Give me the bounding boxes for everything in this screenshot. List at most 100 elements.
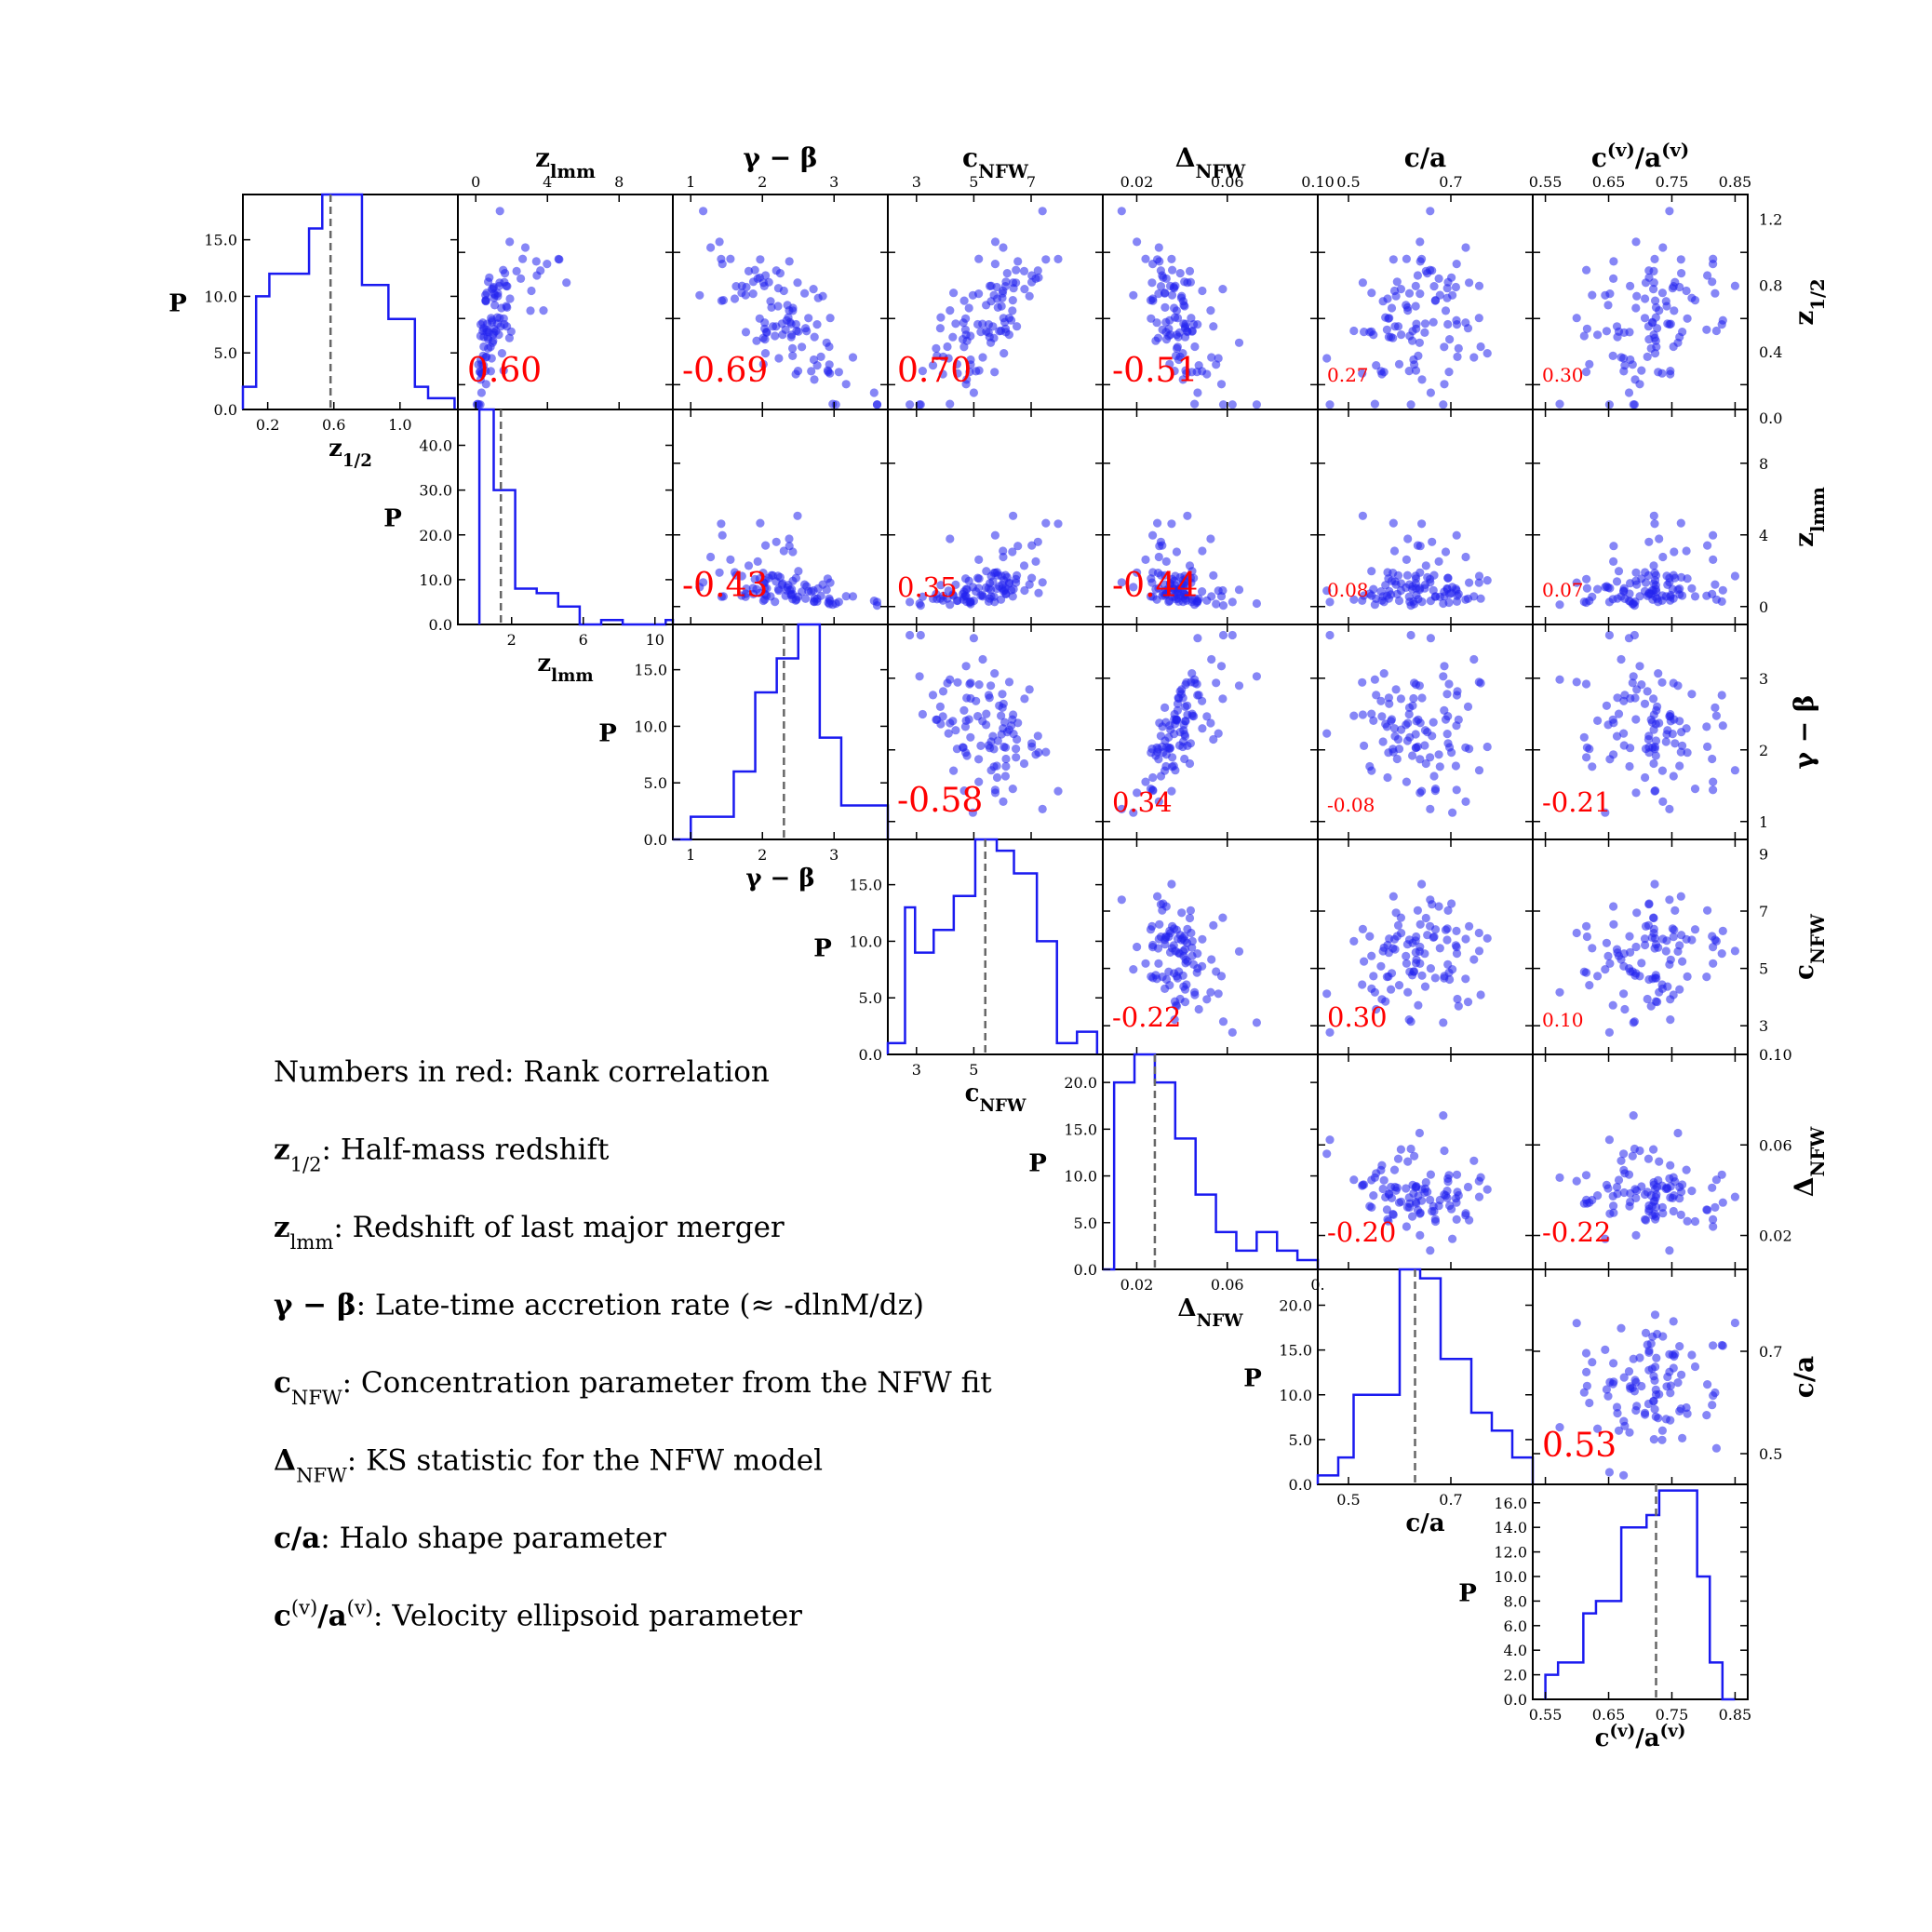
scatter-point	[1382, 1205, 1391, 1214]
scatter-point	[1626, 579, 1635, 588]
scatter-point	[1708, 754, 1717, 764]
scatter-point	[1369, 716, 1378, 726]
scatter-point	[1675, 1194, 1684, 1203]
scatter-point	[1172, 715, 1181, 724]
scatter-point	[1649, 266, 1658, 275]
hist-ytick-label: 12.0	[1494, 1544, 1527, 1562]
scatter-point	[935, 324, 946, 333]
scatter-point	[1454, 1001, 1463, 1011]
scatter-point	[1452, 315, 1461, 325]
scatter-point	[1582, 921, 1591, 931]
scatter-point	[1349, 711, 1359, 720]
scatter-point	[1322, 1149, 1332, 1159]
right-axis-label-z12: z1/2	[1789, 278, 1829, 325]
scatter-point	[1644, 1201, 1654, 1211]
scatter-point	[1408, 336, 1417, 345]
scatter-point	[1404, 288, 1415, 298]
scatter-point	[1653, 594, 1662, 603]
scatter-point	[1165, 359, 1174, 369]
scatter-point	[1469, 955, 1479, 964]
scatter-point	[1572, 314, 1581, 323]
scatter-point	[1604, 597, 1614, 607]
scatter-point	[1666, 1015, 1675, 1025]
scatter-point	[946, 600, 955, 610]
scatter-point	[1703, 742, 1712, 752]
scatter-point	[1619, 989, 1629, 999]
scatter-point	[1604, 400, 1614, 409]
hist-xtick-label: 0.65	[1592, 1706, 1626, 1724]
scatter-point	[1411, 744, 1420, 753]
scatter-point	[1389, 944, 1398, 953]
scatter-point	[1392, 932, 1402, 941]
scatter-point	[997, 730, 1006, 739]
panel-frame	[1532, 1483, 1749, 1700]
scatter-point	[486, 342, 495, 352]
top-tick-label: 8	[614, 173, 624, 191]
scatter-point	[1619, 949, 1629, 959]
scatter-point	[1461, 1209, 1470, 1218]
scatter-point	[1420, 328, 1429, 337]
scatter-point	[526, 306, 535, 315]
scatter-point	[1408, 971, 1417, 980]
scatter-point	[1390, 731, 1400, 741]
scatter-point	[1602, 327, 1611, 336]
scatter-point	[1161, 736, 1170, 745]
scatter-point	[791, 596, 800, 605]
scatter-point	[1602, 701, 1611, 710]
scatter-point	[1370, 600, 1379, 610]
scatter-point	[1376, 367, 1386, 376]
scatter-point	[1657, 1426, 1667, 1435]
scatter-point	[1434, 902, 1443, 911]
scatter-point	[1469, 353, 1479, 362]
scatter-point	[1234, 585, 1244, 595]
scatter-point	[1709, 254, 1718, 263]
right-tick-label: 5	[1759, 960, 1768, 978]
top-axis-label-cav: c(v)/a(v)	[1591, 140, 1689, 174]
scatter-point	[1682, 724, 1691, 733]
scatter-point	[1483, 1185, 1492, 1194]
scatter-point	[966, 732, 975, 742]
scatter-point	[1372, 691, 1381, 700]
scatter-point	[1651, 336, 1660, 345]
scatter-point	[1632, 291, 1642, 301]
scatter-panel-gb-cav: -0.21	[1532, 624, 1749, 840]
scatter-point	[1426, 753, 1435, 762]
scatter-point	[1370, 987, 1379, 997]
scatter-point	[1654, 669, 1663, 678]
scatter-point	[1593, 972, 1603, 981]
hist-ytick-label: 10.0	[1279, 1387, 1312, 1404]
scatter-point	[1582, 743, 1591, 752]
scatter-point	[1151, 971, 1161, 980]
scatter-point	[1365, 761, 1375, 771]
scatter-point	[1604, 1027, 1614, 1037]
scatter-point	[1394, 981, 1404, 990]
scatter-point	[1349, 595, 1359, 604]
scatter-point	[1629, 672, 1638, 681]
scatter-point	[1365, 932, 1375, 941]
scatter-point	[1649, 913, 1658, 923]
scatter-point	[1612, 945, 1622, 954]
scatter-point	[1384, 314, 1393, 323]
scatter-point	[1718, 1341, 1727, 1350]
hist-xlabel-gb: γ − β	[745, 865, 814, 892]
histogram-cav	[1544, 1489, 1736, 1701]
scatter-point	[1652, 342, 1661, 352]
hist-ytick-label: 0.0	[429, 616, 452, 634]
scatter-point	[1038, 804, 1047, 814]
top-tick-label: 3	[912, 173, 921, 191]
scatter-point	[1581, 368, 1591, 377]
scatter-point	[761, 271, 771, 280]
scatter-point	[1415, 755, 1425, 764]
scatter-point	[1585, 359, 1594, 369]
scatter-point	[1605, 755, 1615, 764]
scatter-point	[1463, 324, 1473, 333]
scatter-point	[1378, 946, 1388, 956]
scatter-point	[1129, 583, 1138, 592]
scatter-point	[1129, 808, 1138, 817]
scatter-point	[1453, 994, 1462, 1004]
hist-ylabel: P	[1458, 1580, 1477, 1608]
scatter-point	[1228, 597, 1237, 607]
scatter-point	[1177, 908, 1187, 918]
scatter-point	[798, 342, 807, 352]
scatter-point	[953, 678, 962, 687]
